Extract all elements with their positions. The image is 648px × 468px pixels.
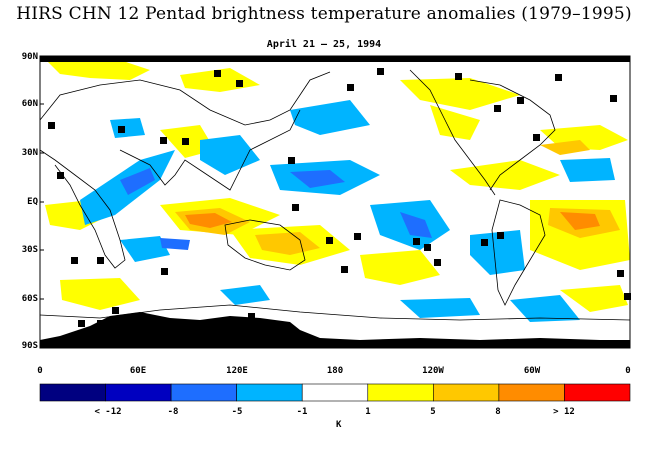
anomaly-fields — [45, 60, 630, 322]
colorbar-label: 1 — [365, 407, 371, 417]
antarctica-missing-data — [40, 312, 630, 348]
lat-label-90s: 90S — [21, 341, 38, 351]
colorbar — [39, 383, 631, 402]
colorbar-label: -8 — [167, 407, 179, 417]
chart-subtitle: April 21 – 25, 1994 — [266, 39, 382, 50]
missing-data-squares — [40, 56, 631, 327]
lon-label-60w: 60W — [523, 366, 541, 376]
lat-label-eq: EQ — [27, 197, 38, 207]
colorbar-unit: K — [336, 420, 342, 430]
lat-label-60s: 60S — [21, 294, 38, 304]
coastlines — [40, 69, 630, 321]
lon-label-120e: 120E — [226, 366, 248, 376]
colorbar-label: -5 — [231, 407, 243, 417]
colorbar-label: < -12 — [94, 407, 122, 417]
lat-label-30n: 30N — [21, 148, 38, 158]
lon-label-180: 180 — [326, 366, 344, 376]
lat-label-60n: 60N — [21, 99, 38, 109]
colorbar-swatch — [433, 383, 500, 402]
lat-label-30s: 30S — [21, 245, 38, 255]
axis-ticks — [40, 103, 533, 348]
colorbar-swatch — [39, 383, 106, 402]
lon-label-60e: 60E — [129, 366, 147, 376]
colorbar-label: 8 — [495, 407, 501, 417]
colorbar-swatch — [564, 383, 631, 402]
lat-label-90n: 90N — [21, 52, 38, 62]
lon-label-0-east: 0 — [625, 366, 631, 376]
colorbar-swatch — [301, 383, 369, 402]
colorbar-label: -1 — [296, 407, 308, 417]
chart-title: HIRS CHN 12 Pentad brightness temperatur… — [16, 4, 632, 24]
lon-label-120w: 120W — [422, 366, 444, 376]
lon-label-0: 0 — [37, 366, 43, 376]
colorbar-swatch — [367, 383, 434, 402]
colorbar-swatch — [498, 383, 565, 402]
colorbar-label: 5 — [430, 407, 436, 417]
colorbar-swatch — [236, 383, 303, 402]
colorbar-swatch — [170, 383, 237, 402]
colorbar-swatch — [105, 383, 172, 402]
strong-cool-patches — [120, 168, 432, 250]
colorbar-label: > 12 — [553, 407, 575, 417]
very-warm-patches — [185, 212, 600, 230]
